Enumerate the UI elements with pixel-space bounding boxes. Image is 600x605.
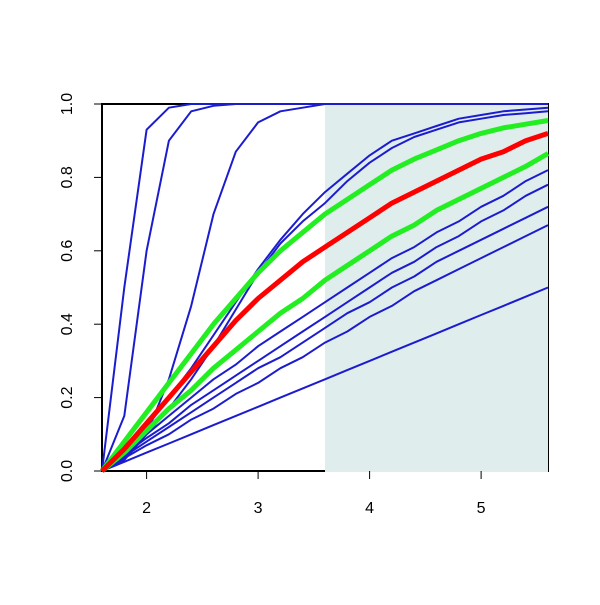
x-tick-label: 2 [142,500,151,517]
curve [101,169,549,472]
x-tick-label: 4 [365,500,374,517]
x-tick-label: 5 [477,500,486,517]
y-tick-label: 0.6 [59,240,76,262]
curve [100,131,549,473]
y-tick-label: 1.0 [59,93,76,115]
y-tick-label: 0.0 [59,460,76,482]
curve [101,183,549,472]
y-tick-label: 0.2 [59,386,76,408]
y-tick-label: 0.8 [59,166,76,188]
curve [101,205,549,472]
curve [100,151,550,473]
shaded-region [325,104,548,472]
curve [101,224,549,472]
y-tick-label: 0.4 [59,313,76,335]
curve [101,286,549,472]
curve [100,118,549,473]
curve [101,110,549,472]
curve [101,103,548,472]
x-tick-label: 3 [254,500,263,517]
